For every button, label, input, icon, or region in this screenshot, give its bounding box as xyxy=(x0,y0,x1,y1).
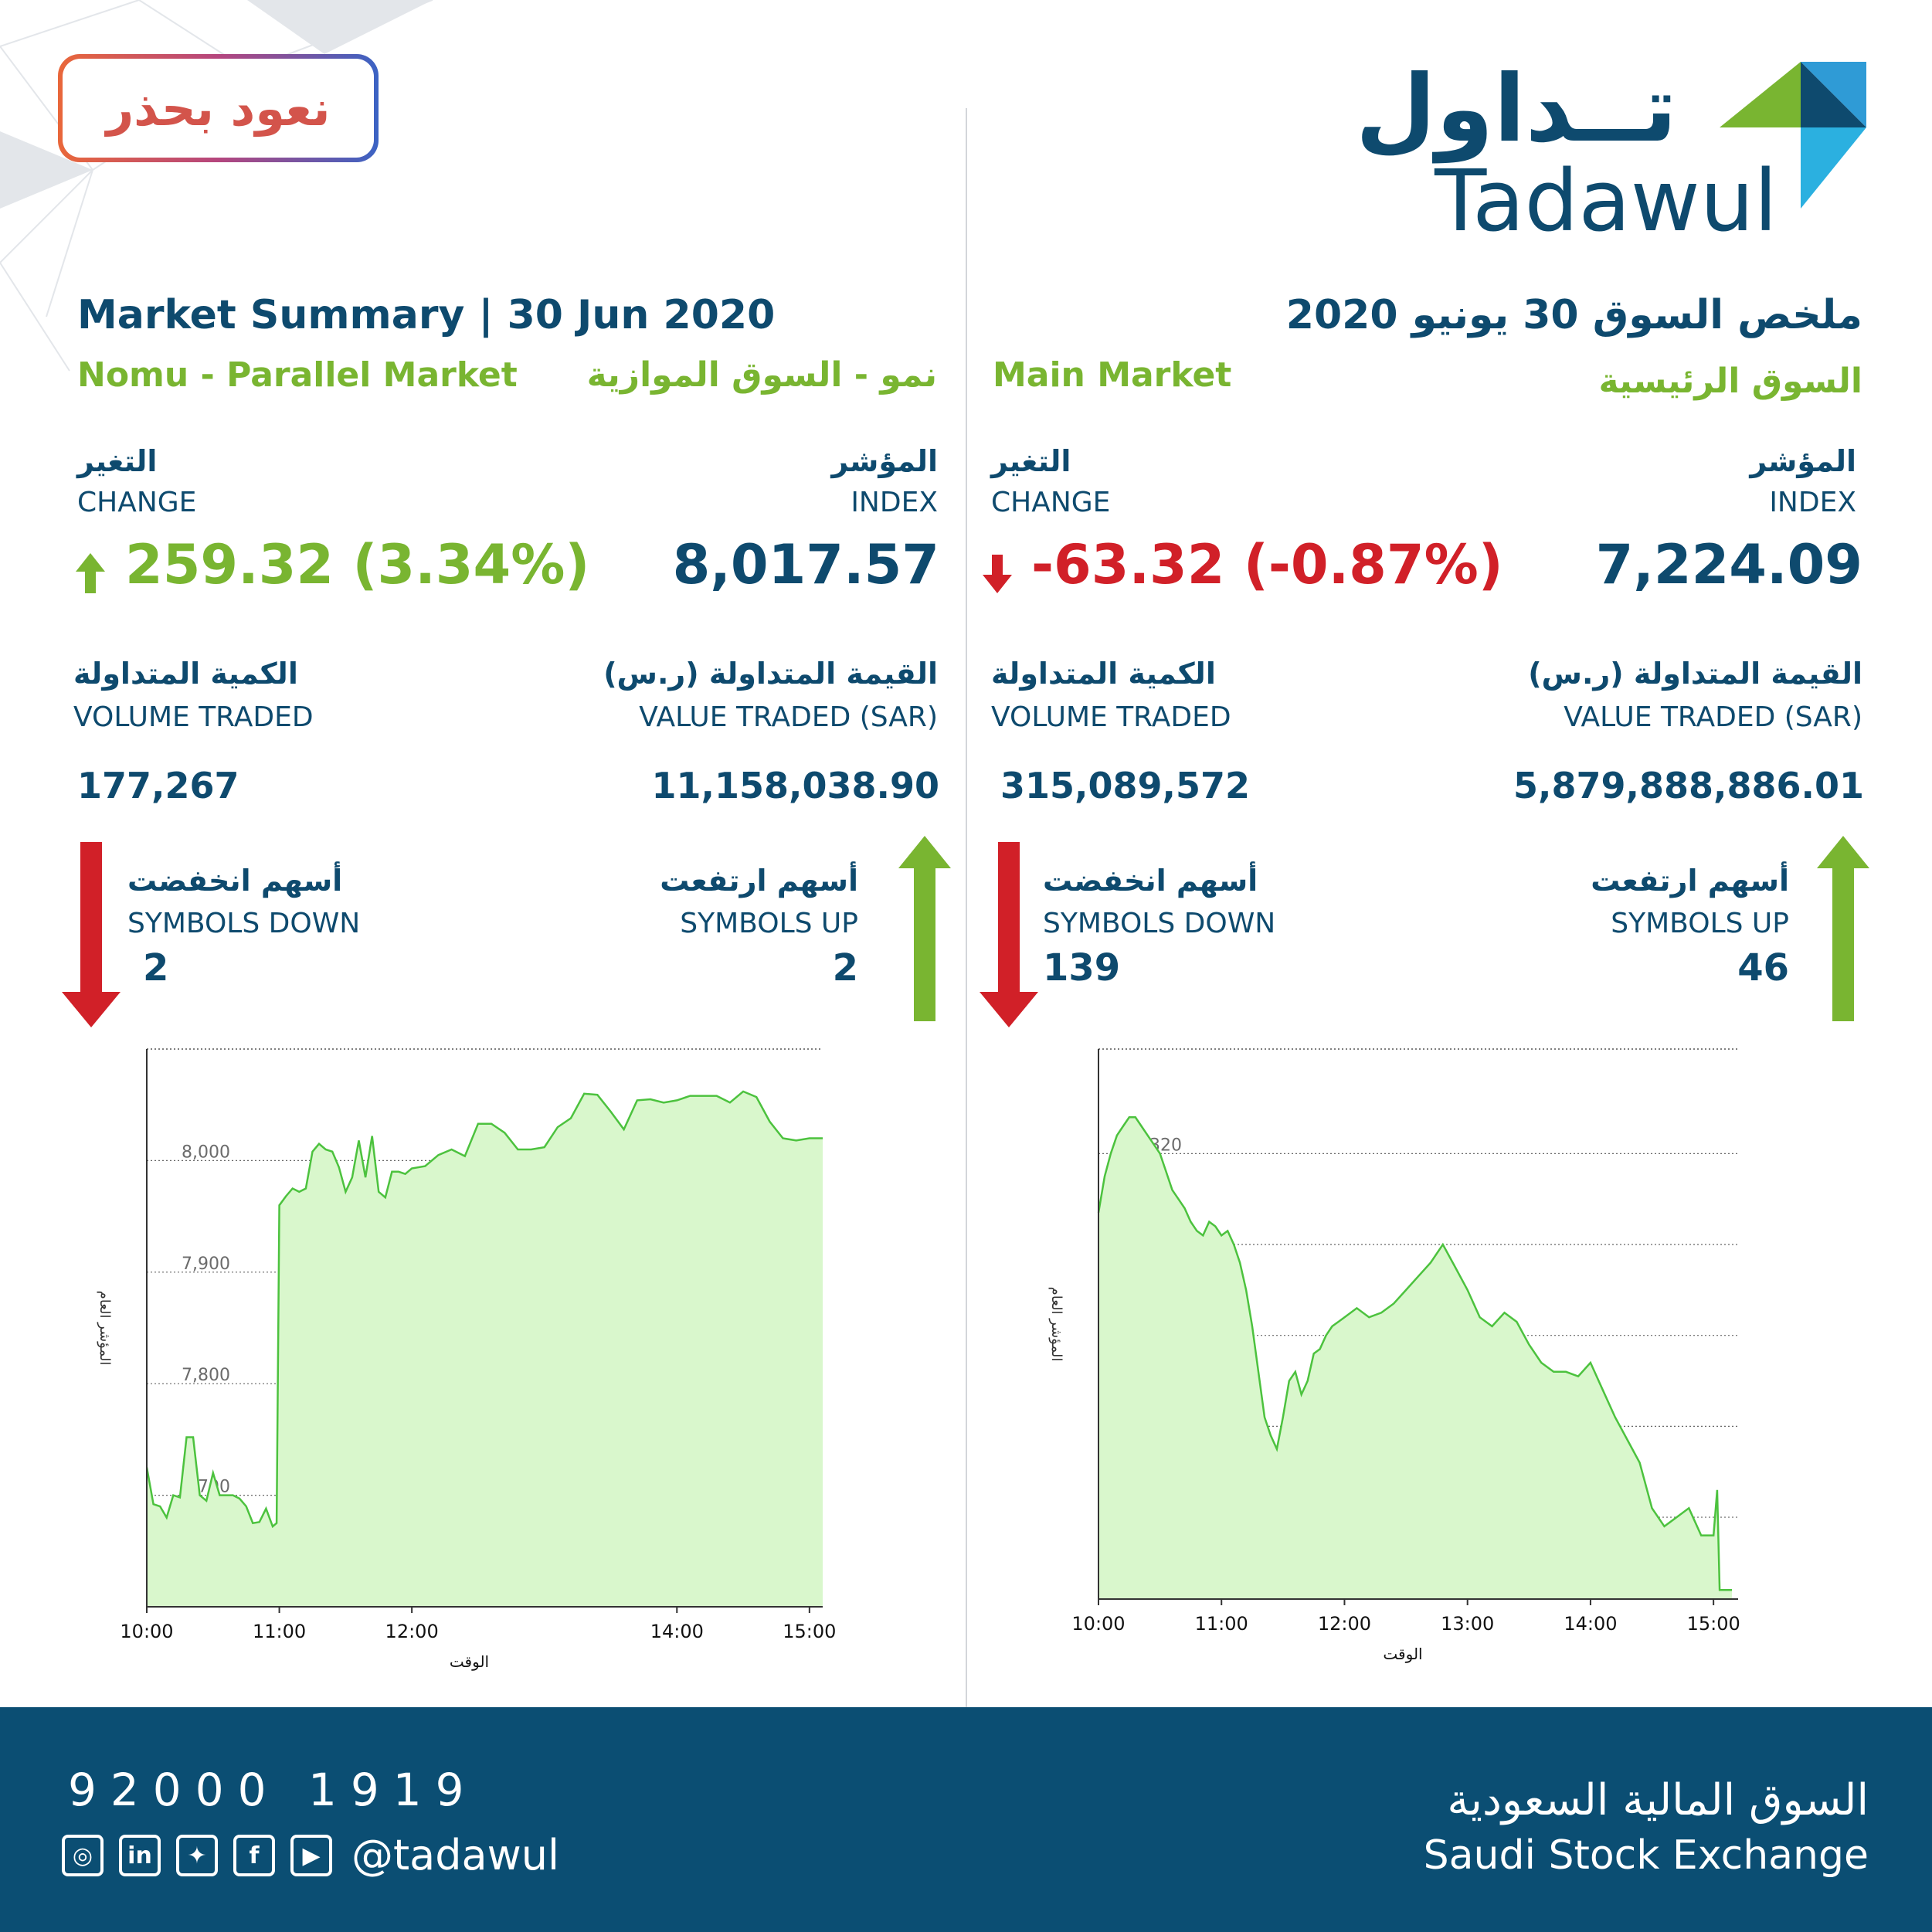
left-index-value: 8,017.57 xyxy=(672,533,939,596)
sse-name-english: Saudi Stock Exchange xyxy=(1423,1832,1869,1879)
left-index-label-en: INDEX xyxy=(851,487,938,518)
x-axis-label: الوقت xyxy=(450,1652,489,1671)
area-fill xyxy=(1098,1117,1733,1599)
right-index-label-ar: المؤشر xyxy=(1750,444,1856,478)
instagram-icon[interactable]: ◎ xyxy=(62,1835,104,1876)
right-change-label-en: CHANGE xyxy=(991,487,1111,518)
social-icons: ◎ in ✦ f ▶ xyxy=(62,1832,332,1879)
left-market-en: Nomu - Parallel Market xyxy=(77,355,518,395)
left-volume-value: 177,267 xyxy=(77,765,239,806)
series-line xyxy=(1097,1116,1732,1591)
y-axis-label: المؤشر العام xyxy=(97,1291,113,1366)
right-down-label-en: SYMBOLS DOWN xyxy=(1043,908,1276,939)
right-volume-value: 315,089,572 xyxy=(1000,765,1251,806)
right-up-count: 46 xyxy=(1737,946,1789,990)
symbols-down-arrow-icon xyxy=(62,842,121,1027)
left-up-label-en: SYMBOLS UP xyxy=(680,908,858,939)
footer-bar xyxy=(0,1707,1932,1932)
x-tick-label: 14:00 xyxy=(650,1621,704,1642)
x-axis-label: الوقت xyxy=(1383,1645,1422,1663)
youtube-icon[interactable]: ▶ xyxy=(290,1835,332,1876)
right-volume-label-en: VOLUME TRADED xyxy=(991,701,1231,733)
y-tick-label: 7,900 xyxy=(182,1255,230,1274)
left-down-label-en: SYMBOLS DOWN xyxy=(127,908,361,939)
logo-arabic: تــداول xyxy=(1355,56,1677,163)
right-change-value: -63.32 (-0.87%) xyxy=(1031,533,1503,596)
x-tick-label: 14:00 xyxy=(1564,1613,1617,1635)
campaign-label: نعود بحذر xyxy=(106,80,331,137)
tadawul-logo-icon xyxy=(1720,62,1866,209)
area-fill xyxy=(147,1091,823,1607)
right-value-label-ar: القيمة المتداولة (ر.س) xyxy=(1528,657,1862,691)
right-value-value: 5,879,888,886.01 xyxy=(1513,765,1864,806)
social-handle[interactable]: @tadawul xyxy=(351,1831,560,1879)
right-down-label-ar: أسهم انخفضت xyxy=(1043,864,1258,898)
right-index-value: 7,224.09 xyxy=(1595,533,1862,596)
column-divider xyxy=(966,108,967,1711)
left-index-label-ar: المؤشر xyxy=(831,444,938,478)
series-line xyxy=(145,1090,823,1529)
x-tick-label: 15:00 xyxy=(1687,1613,1740,1635)
facebook-icon[interactable]: f xyxy=(233,1835,275,1876)
x-tick-label: 10:00 xyxy=(120,1621,173,1642)
right-up-label-en: SYMBOLS UP xyxy=(1611,908,1789,939)
arrow-down-icon xyxy=(983,555,1012,593)
x-tick-label: 12:00 xyxy=(385,1621,439,1642)
left-up-count: 2 xyxy=(832,946,858,990)
campaign-badge: نعود بحذر xyxy=(58,54,379,162)
left-volume-label-ar: الكمية المتداولة xyxy=(73,657,298,691)
main-index-chart: 7,2407,2607,2807,3007,32010:0011:0012:00… xyxy=(1048,1048,1740,1663)
arrow-up-icon xyxy=(76,553,105,593)
symbols-up-arrow-icon xyxy=(898,836,951,1021)
y-tick-label: 8,000 xyxy=(182,1143,230,1162)
left-volume-label-en: VOLUME TRADED xyxy=(73,701,314,733)
linkedin-icon[interactable]: in xyxy=(119,1835,161,1876)
phone-number: 92000 1919 xyxy=(68,1764,478,1816)
x-tick-label: 11:00 xyxy=(1195,1613,1248,1635)
right-market-ar: السوق الرئيسية xyxy=(1598,362,1863,401)
x-tick-label: 10:00 xyxy=(1071,1613,1125,1635)
left-value-label-ar: القيمة المتداولة (ر.س) xyxy=(603,657,938,691)
left-change-label-en: CHANGE xyxy=(77,487,197,518)
x-tick-label: 11:00 xyxy=(253,1621,306,1642)
right-down-count: 139 xyxy=(1043,946,1121,990)
x-tick-label: 12:00 xyxy=(1318,1613,1371,1635)
twitter-icon[interactable]: ✦ xyxy=(176,1835,218,1876)
x-tick-label: 15:00 xyxy=(783,1621,836,1642)
left-value-label-en: VALUE TRADED (SAR) xyxy=(639,701,938,733)
left-change-label-ar: التغير xyxy=(77,444,158,478)
y-tick-label: 7,800 xyxy=(182,1366,230,1385)
left-value-value: 11,158,038.90 xyxy=(651,765,940,806)
left-down-label-ar: أسهم انخفضت xyxy=(127,864,343,898)
x-tick-label: 13:00 xyxy=(1441,1613,1494,1635)
logo-english: Tadawul xyxy=(1435,151,1778,250)
sse-name-arabic: السوق المالية السعودية xyxy=(1447,1775,1869,1825)
symbols-up-arrow-icon xyxy=(1817,836,1869,1021)
left-market-ar: نمو - السوق الموازية xyxy=(586,355,937,395)
y-axis-label: المؤشر العام xyxy=(1048,1287,1064,1362)
left-up-label-ar: أسهم ارتفعت xyxy=(660,864,858,898)
left-down-count: 2 xyxy=(143,946,169,990)
symbols-down-arrow-icon xyxy=(980,842,1038,1027)
right-market-en: Main Market xyxy=(993,355,1232,395)
right-volume-label-ar: الكمية المتداولة xyxy=(991,657,1216,691)
right-up-label-ar: أسهم ارتفعت xyxy=(1591,864,1789,898)
right-title: ملخص السوق 30 يونيو 2020 xyxy=(1285,292,1862,338)
right-value-label-en: VALUE TRADED (SAR) xyxy=(1564,701,1862,733)
left-change-value: 259.32 (3.34%) xyxy=(125,533,590,596)
background-network-pattern xyxy=(0,0,433,372)
right-change-label-ar: التغير xyxy=(991,444,1071,478)
left-title: Market Summary | 30 Jun 2020 xyxy=(77,292,776,338)
right-index-label-en: INDEX xyxy=(1769,487,1856,518)
